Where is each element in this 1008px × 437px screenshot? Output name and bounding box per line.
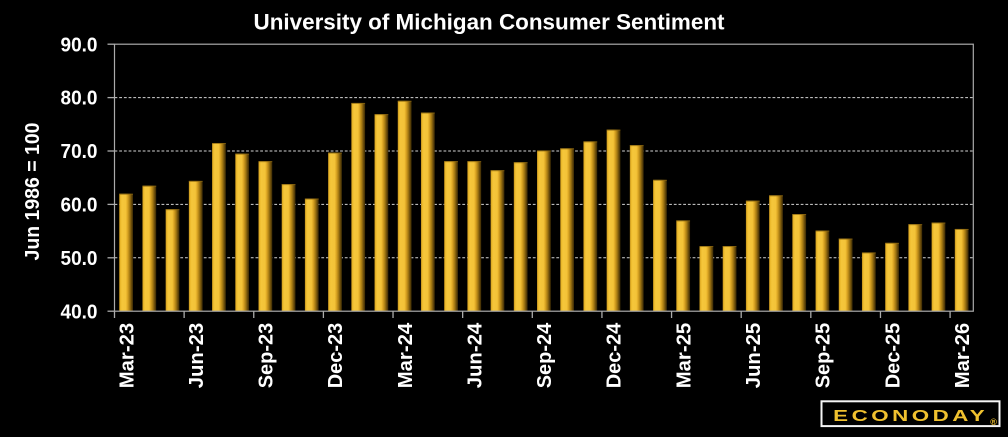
svg-text:50.0: 50.0	[61, 248, 98, 270]
svg-text:70.0: 70.0	[61, 141, 98, 163]
svg-text:90.0: 90.0	[61, 34, 98, 56]
svg-text:Mar-24: Mar-24	[395, 322, 417, 388]
svg-text:Sep-23: Sep-23	[256, 323, 278, 389]
svg-text:40.0: 40.0	[61, 301, 98, 323]
svg-text:Dec-23: Dec-23	[325, 323, 347, 389]
svg-text:Mar-25: Mar-25	[673, 323, 695, 389]
svg-text:Jun-25: Jun-25	[743, 323, 765, 389]
svg-text:Jun-23: Jun-23	[186, 323, 208, 389]
svg-text:®: ®	[990, 417, 997, 427]
svg-text:Dec-25: Dec-25	[882, 323, 904, 389]
svg-text:Sep-24: Sep-24	[534, 322, 556, 388]
svg-text:Jun 1986 = 100: Jun 1986 = 100	[22, 123, 44, 261]
svg-text:60.0: 60.0	[61, 195, 98, 217]
svg-text:Jun-24: Jun-24	[464, 322, 486, 388]
svg-text:Mar-23: Mar-23	[116, 323, 138, 389]
svg-text:Mar-26: Mar-26	[952, 323, 974, 389]
svg-text:ECONODAY: ECONODAY	[833, 408, 988, 425]
svg-text:University of Michigan Consume: University of Michigan Consumer Sentimen…	[254, 10, 726, 35]
svg-text:Sep-25: Sep-25	[813, 323, 835, 389]
svg-text:Dec-24: Dec-24	[604, 322, 626, 388]
svg-text:80.0: 80.0	[61, 88, 98, 110]
